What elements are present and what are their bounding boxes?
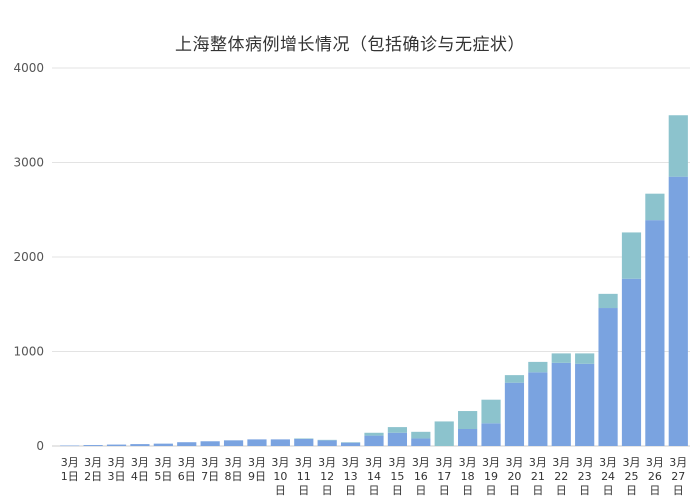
bar-segment-lower	[364, 435, 384, 446]
x-tick-label: 3月 26 日	[646, 456, 664, 497]
x-tick-label: 3月 27 日	[669, 456, 687, 497]
x-tick-label: 3月 7日	[201, 456, 219, 483]
x-tick-label: 3月 5日	[154, 456, 172, 483]
bar-segment-lower	[200, 441, 220, 446]
chart-title: 上海整体病例增长情况（包括确诊与无症状）	[175, 35, 525, 55]
x-tick-label: 3月 17 日	[435, 456, 453, 497]
bar-segment-lower	[387, 432, 408, 446]
bar-segment-upper	[481, 399, 501, 424]
x-tick-label: 3月 3日	[108, 456, 126, 483]
bar-segment-lower	[340, 442, 361, 446]
bar-segment-upper	[294, 438, 314, 439]
bar-segment-upper	[598, 293, 618, 309]
bar-segment-upper	[575, 353, 595, 364]
x-tick-label: 3月 4日	[131, 456, 149, 483]
bar-segment-lower	[645, 220, 665, 446]
bar-segment-lower	[504, 382, 525, 446]
bar-segment-upper	[434, 421, 454, 446]
x-tick-label: 3月 23 日	[576, 456, 594, 497]
x-tick-label: 3月 22 日	[552, 456, 570, 497]
bar-segment-lower	[247, 439, 267, 446]
x-tick-label: 3月 21 日	[529, 456, 547, 497]
x-tick-label: 3月 16 日	[412, 456, 430, 497]
x-tick-label: 3月 20 日	[505, 456, 523, 497]
x-tick-label: 3月 2日	[84, 456, 102, 483]
bar-segment-upper	[458, 411, 478, 429]
bar-segment-lower	[153, 443, 173, 446]
bar-segment-upper	[504, 375, 525, 383]
bar-segment-lower	[106, 444, 127, 446]
bar-segment-lower	[575, 363, 595, 446]
x-tick-label: 3月 25 日	[622, 456, 640, 497]
bar-segment-lower	[481, 423, 501, 446]
bar-segment-lower	[598, 308, 618, 446]
y-tick-label: 1000	[13, 345, 44, 359]
x-tick-label: 3月 13 日	[342, 456, 360, 497]
x-tick-label: 3月 18 日	[459, 456, 477, 497]
bar-segment-upper	[340, 442, 361, 443]
bar-segment-upper	[551, 353, 571, 363]
bar-segment-lower	[60, 445, 80, 447]
bar-segment-upper	[668, 115, 688, 177]
bar-segment-upper	[364, 432, 384, 436]
bar-segment-lower	[621, 278, 642, 446]
bar-segment-upper	[621, 232, 642, 279]
bar-segment-lower	[411, 438, 431, 446]
bar-segment-lower	[528, 372, 548, 446]
bar-segment-lower	[551, 362, 571, 446]
bar-segment-lower	[270, 439, 290, 446]
y-tick-label: 3000	[13, 156, 44, 170]
y-tick-label: 4000	[13, 61, 44, 75]
bar-segment-lower	[668, 176, 688, 447]
bar-segment-upper	[411, 431, 431, 439]
bar-segment-lower	[317, 440, 337, 446]
x-tick-label: 3月 8日	[225, 456, 243, 483]
x-tick-label: 3月 14 日	[365, 456, 383, 497]
bar-segment-upper	[317, 439, 337, 441]
x-tick-label: 3月 15 日	[388, 456, 406, 497]
y-tick-label: 2000	[13, 250, 44, 264]
bar-segment-upper	[645, 193, 665, 221]
x-tick-label: 3月 1日	[61, 456, 79, 483]
x-tick-label: 3月 12 日	[318, 456, 336, 497]
x-tick-label: 3月 24 日	[599, 456, 617, 497]
x-tick-label: 3月 11 日	[295, 456, 313, 497]
x-tick-label: 3月 6日	[178, 456, 196, 483]
bar-segment-lower	[130, 444, 150, 446]
bar-segment-lower	[177, 442, 197, 446]
x-tick-label: 3月 9日	[248, 456, 266, 483]
bar-segment-lower	[294, 438, 314, 446]
bar-segment-upper	[528, 361, 548, 373]
x-tick-label: 3月 19 日	[482, 456, 500, 497]
bar-segment-upper	[387, 427, 408, 433]
y-tick-label: 0	[36, 439, 44, 453]
bar-segment-lower	[223, 440, 244, 446]
bar-segment-lower	[83, 445, 103, 446]
x-tick-label: 3月 10 日	[271, 456, 289, 497]
bar-segment-lower	[458, 428, 478, 446]
